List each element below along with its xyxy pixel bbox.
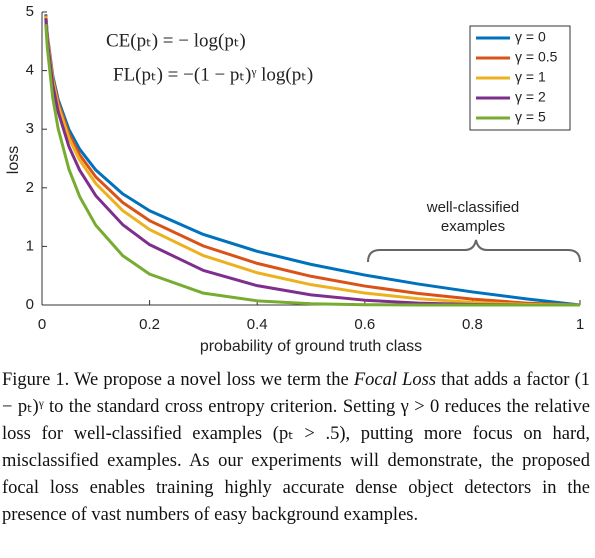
legend-label: γ = 0.5 xyxy=(515,49,558,65)
legend-label: γ = 1 xyxy=(515,69,546,85)
caption-text: Figure 1. We propose a novel loss we ter… xyxy=(2,370,354,390)
y-tick-label: 0 xyxy=(26,296,34,313)
y-tick-label: 1 xyxy=(26,237,34,254)
legend-label: γ = 5 xyxy=(515,109,546,125)
caption-italic: Focal Loss xyxy=(353,370,437,390)
x-tick-label: 0 xyxy=(38,316,46,333)
y-tick-label: 4 xyxy=(26,62,34,79)
formula: CE(pₜ) = − log(pₜ) xyxy=(106,30,246,51)
y-tick-label: 2 xyxy=(26,179,34,196)
y-axis-label: loss xyxy=(5,146,22,174)
x-axis-label: probability of ground truth class xyxy=(200,338,422,355)
y-tick-label: 3 xyxy=(26,120,34,137)
legend-label: γ = 0 xyxy=(515,29,546,45)
y-tick-label: 5 xyxy=(26,3,34,20)
formula: FL(pₜ) = −(1 − pₜ)ᵞ log(pₜ) xyxy=(113,64,313,85)
caption: Figure 1. We propose a novel loss we ter… xyxy=(2,367,590,529)
legend-label: γ = 2 xyxy=(515,89,546,105)
brace-label: well-classified xyxy=(426,199,520,216)
x-tick-label: 0.2 xyxy=(139,316,160,333)
x-tick-label: 0.6 xyxy=(354,316,375,333)
line xyxy=(44,24,580,307)
caption-text: that adds a factor (1 − pₜ)ᵞ to the stan… xyxy=(2,370,590,525)
brace-label: examples xyxy=(441,218,505,235)
x-tick-label: 0.4 xyxy=(247,316,268,333)
chart: 0 1 2 3 4 5 0 0.2 0.4 0.6 0.8 1 probability of groun… xyxy=(5,3,584,355)
x-tick-label: 0.8 xyxy=(462,316,483,333)
x-tick-label: 1 xyxy=(576,316,584,333)
brace xyxy=(367,239,581,263)
